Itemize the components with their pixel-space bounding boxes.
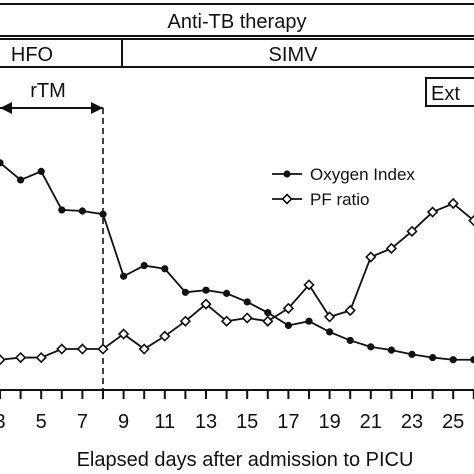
legend: Oxygen Index PF ratio bbox=[272, 165, 415, 209]
oxygen-index-point bbox=[387, 346, 395, 354]
oxygen-index-point bbox=[346, 336, 354, 345]
x-tick-label: 7 bbox=[77, 411, 88, 433]
pf-ratio-point bbox=[323, 311, 336, 323]
oxygen-index-point bbox=[264, 309, 272, 317]
oxygen-index-point bbox=[326, 328, 334, 336]
oxygen-index-point bbox=[367, 343, 375, 351]
x-tick-label: 25 bbox=[442, 411, 464, 433]
oxygen-index-point bbox=[429, 353, 437, 362]
pf-ratio-point bbox=[97, 343, 109, 355]
x-tick-label: 21 bbox=[360, 411, 382, 433]
ext-bar bbox=[425, 77, 474, 107]
pf-ratio-point bbox=[262, 315, 274, 327]
oxygen-index-point bbox=[449, 356, 457, 364]
oxygen-index-point bbox=[17, 176, 25, 184]
pf-ratio-point bbox=[159, 330, 171, 342]
pf-ratio-point bbox=[138, 343, 150, 355]
oxygen-index-point bbox=[284, 321, 292, 330]
pf-ratio-point bbox=[241, 312, 253, 324]
oxygen-index-point bbox=[202, 286, 210, 294]
rtm-arrow-left-head bbox=[0, 102, 12, 114]
ext-label: Ext bbox=[431, 83, 460, 105]
legend-marker bbox=[283, 170, 291, 178]
pf-ratio-point bbox=[220, 315, 233, 327]
pf-ratio-line bbox=[0, 202, 474, 361]
pf-ratio-point bbox=[76, 343, 89, 355]
x-tick-label: 11 bbox=[154, 411, 175, 433]
rtm-arrow-right-head bbox=[91, 102, 103, 114]
oxygen-index-point bbox=[161, 265, 169, 273]
x-tick-label: 13 bbox=[195, 411, 217, 433]
pf-ratio-point bbox=[282, 302, 295, 314]
legend-marker bbox=[281, 193, 293, 205]
pf-ratio-point bbox=[35, 351, 47, 364]
oxygen-index-point bbox=[305, 317, 313, 325]
pf-ratio-point bbox=[365, 251, 377, 263]
oxygen-index-point bbox=[181, 288, 189, 296]
legend-entry-pf-ratio: PF ratio bbox=[272, 190, 370, 209]
x-tick-label: 5 bbox=[36, 411, 47, 433]
hfo-label: HFO bbox=[11, 44, 53, 66]
simv-label: SIMV bbox=[269, 44, 319, 66]
pf-ratio-point bbox=[426, 206, 439, 218]
oxygen-index-point bbox=[470, 356, 474, 364]
pf-ratio-point bbox=[447, 197, 459, 210]
x-axis-label: Elapsed days after admission to PICU bbox=[77, 449, 414, 471]
legend-entry-oxygen-index: Oxygen Index bbox=[272, 165, 415, 184]
oxygen-index-point bbox=[58, 206, 66, 214]
x-tick-label: 23 bbox=[401, 411, 423, 433]
pf-ratio-point bbox=[0, 354, 6, 366]
x-ticks: 3 5 7 9 11 13 15 17 19 21 23 25 bbox=[0, 390, 474, 433]
x-tick-label: 3 bbox=[0, 411, 6, 433]
oxygen-index-point bbox=[99, 210, 107, 218]
legend-label: Oxygen Index bbox=[310, 165, 415, 184]
phase-bars: Anti-TB therapy HFO SIMV Ext bbox=[0, 3, 474, 107]
pf-ratio-point bbox=[14, 351, 27, 364]
x-tick-label: 19 bbox=[318, 411, 340, 433]
oxygen-index-point bbox=[120, 272, 128, 280]
oxygen-index-point bbox=[78, 207, 86, 215]
series-oxygen-index bbox=[0, 159, 474, 364]
oxygen-index-point bbox=[0, 159, 4, 167]
pf-ratio-point bbox=[303, 279, 315, 291]
pf-ratio-point bbox=[56, 343, 68, 355]
oxygen-index-line bbox=[0, 162, 474, 361]
anti-tb-label: Anti-TB therapy bbox=[168, 11, 307, 33]
simv-bar bbox=[121, 38, 474, 68]
series-pf-ratio bbox=[0, 197, 474, 366]
series-layer bbox=[0, 159, 474, 366]
rtm-label: rTM bbox=[30, 80, 66, 102]
anti-tb-bar bbox=[0, 3, 474, 37]
pf-ratio-point bbox=[385, 242, 398, 255]
x-tick-label: 9 bbox=[118, 411, 129, 433]
rtm-annotation: rTM bbox=[0, 80, 104, 390]
oxygen-index-point bbox=[408, 350, 416, 358]
oxygen-index-point bbox=[140, 261, 148, 270]
oxygen-index-point bbox=[37, 167, 45, 175]
oxygen-index-point bbox=[243, 298, 251, 306]
x-tick-label: 15 bbox=[236, 411, 258, 433]
pf-ratio-point bbox=[179, 315, 192, 327]
pf-ratio-point bbox=[200, 298, 212, 310]
legend-label: PF ratio bbox=[310, 190, 370, 209]
oxygen-index-point bbox=[223, 289, 231, 297]
x-tick-label: 17 bbox=[277, 411, 299, 433]
pf-ratio-point bbox=[344, 304, 356, 317]
axes: 3 5 7 9 11 13 15 17 19 21 23 25 Elapsed days after … bbox=[0, 389, 474, 471]
pf-ratio-point bbox=[406, 225, 418, 237]
pf-ratio-point bbox=[117, 328, 130, 340]
